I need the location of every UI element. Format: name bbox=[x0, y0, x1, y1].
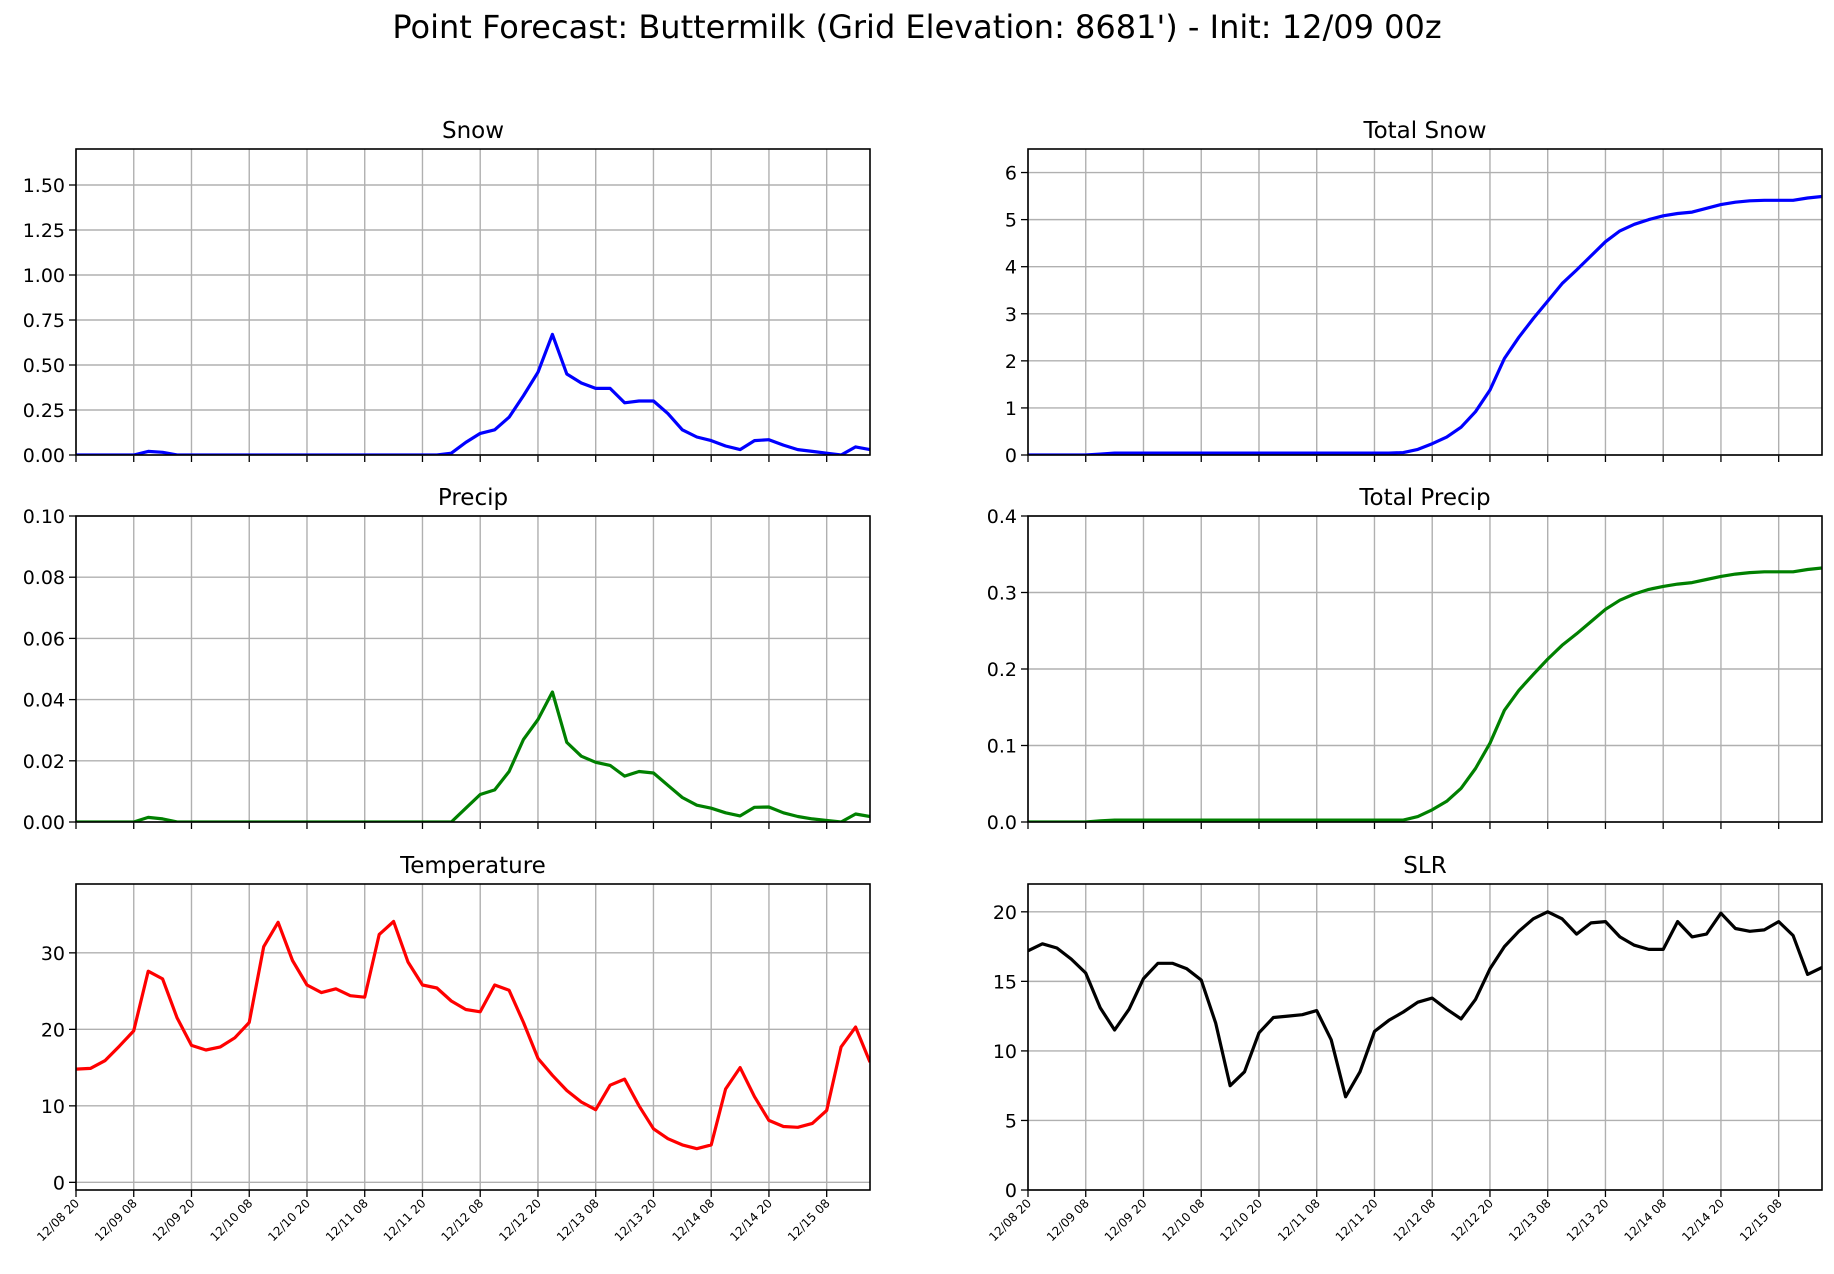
y-tick-label: 0.1 bbox=[987, 736, 1017, 758]
y-tick-label: 0 bbox=[53, 1172, 65, 1194]
y-tick-label: 1.00 bbox=[23, 265, 65, 287]
panel-precip: 0.00 0.02 0.04 0.06 0.08 0.10 Precip bbox=[23, 485, 871, 834]
x-tick-label: 12/13 08 bbox=[554, 1196, 602, 1244]
y-tick-label: 0.3 bbox=[987, 583, 1017, 605]
x-tick-label: 12/14 20 bbox=[727, 1196, 775, 1244]
series-line-temperature bbox=[76, 919, 870, 1151]
series-line-total-precip bbox=[1028, 566, 1822, 822]
panel-title: Temperature bbox=[399, 853, 546, 879]
y-tick-label: 4 bbox=[1005, 257, 1017, 279]
y-tick-label: 1 bbox=[1005, 398, 1017, 420]
y-tick-label: 30 bbox=[41, 943, 65, 965]
x-tick-label: 12/11 20 bbox=[1333, 1196, 1381, 1244]
x-tick-label: 12/13 20 bbox=[1564, 1196, 1612, 1244]
y-tick-label: 10 bbox=[41, 1096, 65, 1118]
y-tick-label: 2 bbox=[1005, 351, 1017, 373]
panel-snow: 0.00 0.25 0.50 0.75 1.00 1.25 1.50 Snow bbox=[23, 118, 871, 467]
series-line-total-snow bbox=[1028, 194, 1822, 455]
y-tick-label: 20 bbox=[41, 1019, 65, 1041]
x-tick-label: 12/09 20 bbox=[1102, 1196, 1150, 1244]
x-tick-label: 12/15 08 bbox=[785, 1196, 833, 1244]
figure-title: Point Forecast: Buttermilk (Grid Elevati… bbox=[392, 8, 1442, 46]
y-tick-label: 0.00 bbox=[23, 445, 65, 467]
series-line-precip bbox=[76, 690, 870, 822]
axes-frame bbox=[1027, 515, 1823, 823]
axes-frame bbox=[1027, 883, 1823, 1191]
x-tick-label: 12/10 08 bbox=[1160, 1196, 1208, 1244]
x-tick-label: 12/12 08 bbox=[438, 1196, 486, 1244]
panel-title: Precip bbox=[438, 485, 508, 511]
x-tick-label: 12/11 08 bbox=[1275, 1196, 1323, 1244]
y-tick-label: 0.10 bbox=[23, 506, 65, 528]
y-tick-label: 10 bbox=[993, 1041, 1017, 1063]
y-tick-label: 0 bbox=[1005, 445, 1017, 467]
axes-frame bbox=[75, 148, 871, 456]
x-tick-label: 12/14 08 bbox=[1621, 1196, 1669, 1244]
x-tick-label: 12/10 20 bbox=[265, 1196, 313, 1244]
y-tick-label: 0.50 bbox=[23, 355, 65, 377]
x-tick-label: 12/14 20 bbox=[1679, 1196, 1727, 1244]
x-tick-label: 12/13 08 bbox=[1506, 1196, 1554, 1244]
y-tick-label: 6 bbox=[1005, 163, 1017, 185]
y-tick-label: 0 bbox=[1005, 1180, 1017, 1202]
panel-total-snow: 0 1 2 3 4 5 6 Total Snow bbox=[1005, 118, 1823, 467]
axes-frame bbox=[1027, 148, 1823, 456]
y-tick-label: 0.06 bbox=[23, 628, 65, 650]
y-tick-label: 0.00 bbox=[23, 812, 65, 834]
x-tick-label: 12/09 20 bbox=[150, 1196, 198, 1244]
y-tick-label: 0.4 bbox=[987, 506, 1017, 528]
x-tick-label: 12/10 08 bbox=[208, 1196, 256, 1244]
axes-frame bbox=[75, 515, 871, 823]
x-tick-label: 12/12 08 bbox=[1390, 1196, 1438, 1244]
series-line-snow bbox=[76, 332, 870, 455]
y-tick-label: 3 bbox=[1005, 304, 1017, 326]
x-tick-label: 12/14 08 bbox=[669, 1196, 717, 1244]
x-tick-label: 12/08 20 bbox=[986, 1196, 1034, 1244]
x-tick-label: 12/12 20 bbox=[496, 1196, 544, 1244]
y-tick-label: 1.50 bbox=[23, 175, 65, 197]
y-tick-label: 20 bbox=[993, 902, 1017, 924]
x-tick-label: 12/12 20 bbox=[1448, 1196, 1496, 1244]
y-tick-label: 15 bbox=[993, 971, 1017, 993]
x-tick-label: 12/11 20 bbox=[381, 1196, 429, 1244]
panel-title: Total Snow bbox=[1362, 118, 1486, 144]
y-tick-label: 5 bbox=[1005, 1110, 1017, 1132]
x-tick-label: 12/15 08 bbox=[1737, 1196, 1785, 1244]
x-tick-label: 12/09 08 bbox=[92, 1196, 140, 1244]
x-tick-label: 12/09 08 bbox=[1044, 1196, 1092, 1244]
x-tick-label: 12/10 20 bbox=[1217, 1196, 1265, 1244]
panel-title: Total Precip bbox=[1358, 485, 1490, 511]
panel-total-precip: 0.0 0.1 0.2 0.3 0.4 Total Precip bbox=[987, 485, 1823, 834]
y-tick-label: 0.04 bbox=[23, 690, 65, 712]
panel-title: SLR bbox=[1403, 853, 1446, 879]
y-tick-label: 5 bbox=[1005, 210, 1017, 232]
y-tick-label: 0.02 bbox=[23, 751, 65, 773]
x-tick-label: 12/11 08 bbox=[323, 1196, 371, 1244]
panel-slr: 12/08 20 12/09 08 12/09 20 12/10 08 12/10 20… bbox=[986, 853, 1823, 1244]
y-tick-label: 1.25 bbox=[23, 220, 65, 242]
y-tick-label: 0.75 bbox=[23, 310, 65, 332]
axes-frame bbox=[75, 883, 871, 1191]
x-tick-label: 12/13 20 bbox=[612, 1196, 660, 1244]
y-tick-label: 0.25 bbox=[23, 400, 65, 422]
panel-title: Snow bbox=[442, 118, 504, 144]
series-line-slr bbox=[1028, 910, 1822, 1099]
y-tick-label: 0.0 bbox=[987, 812, 1017, 834]
y-tick-label: 0.2 bbox=[987, 659, 1017, 681]
x-tick-label: 12/08 20 bbox=[34, 1196, 82, 1244]
panel-temperature: 12/08 20 12/09 08 12/09 20 12/10 08 12/10 20… bbox=[34, 853, 871, 1244]
y-tick-label: 0.08 bbox=[23, 567, 65, 589]
